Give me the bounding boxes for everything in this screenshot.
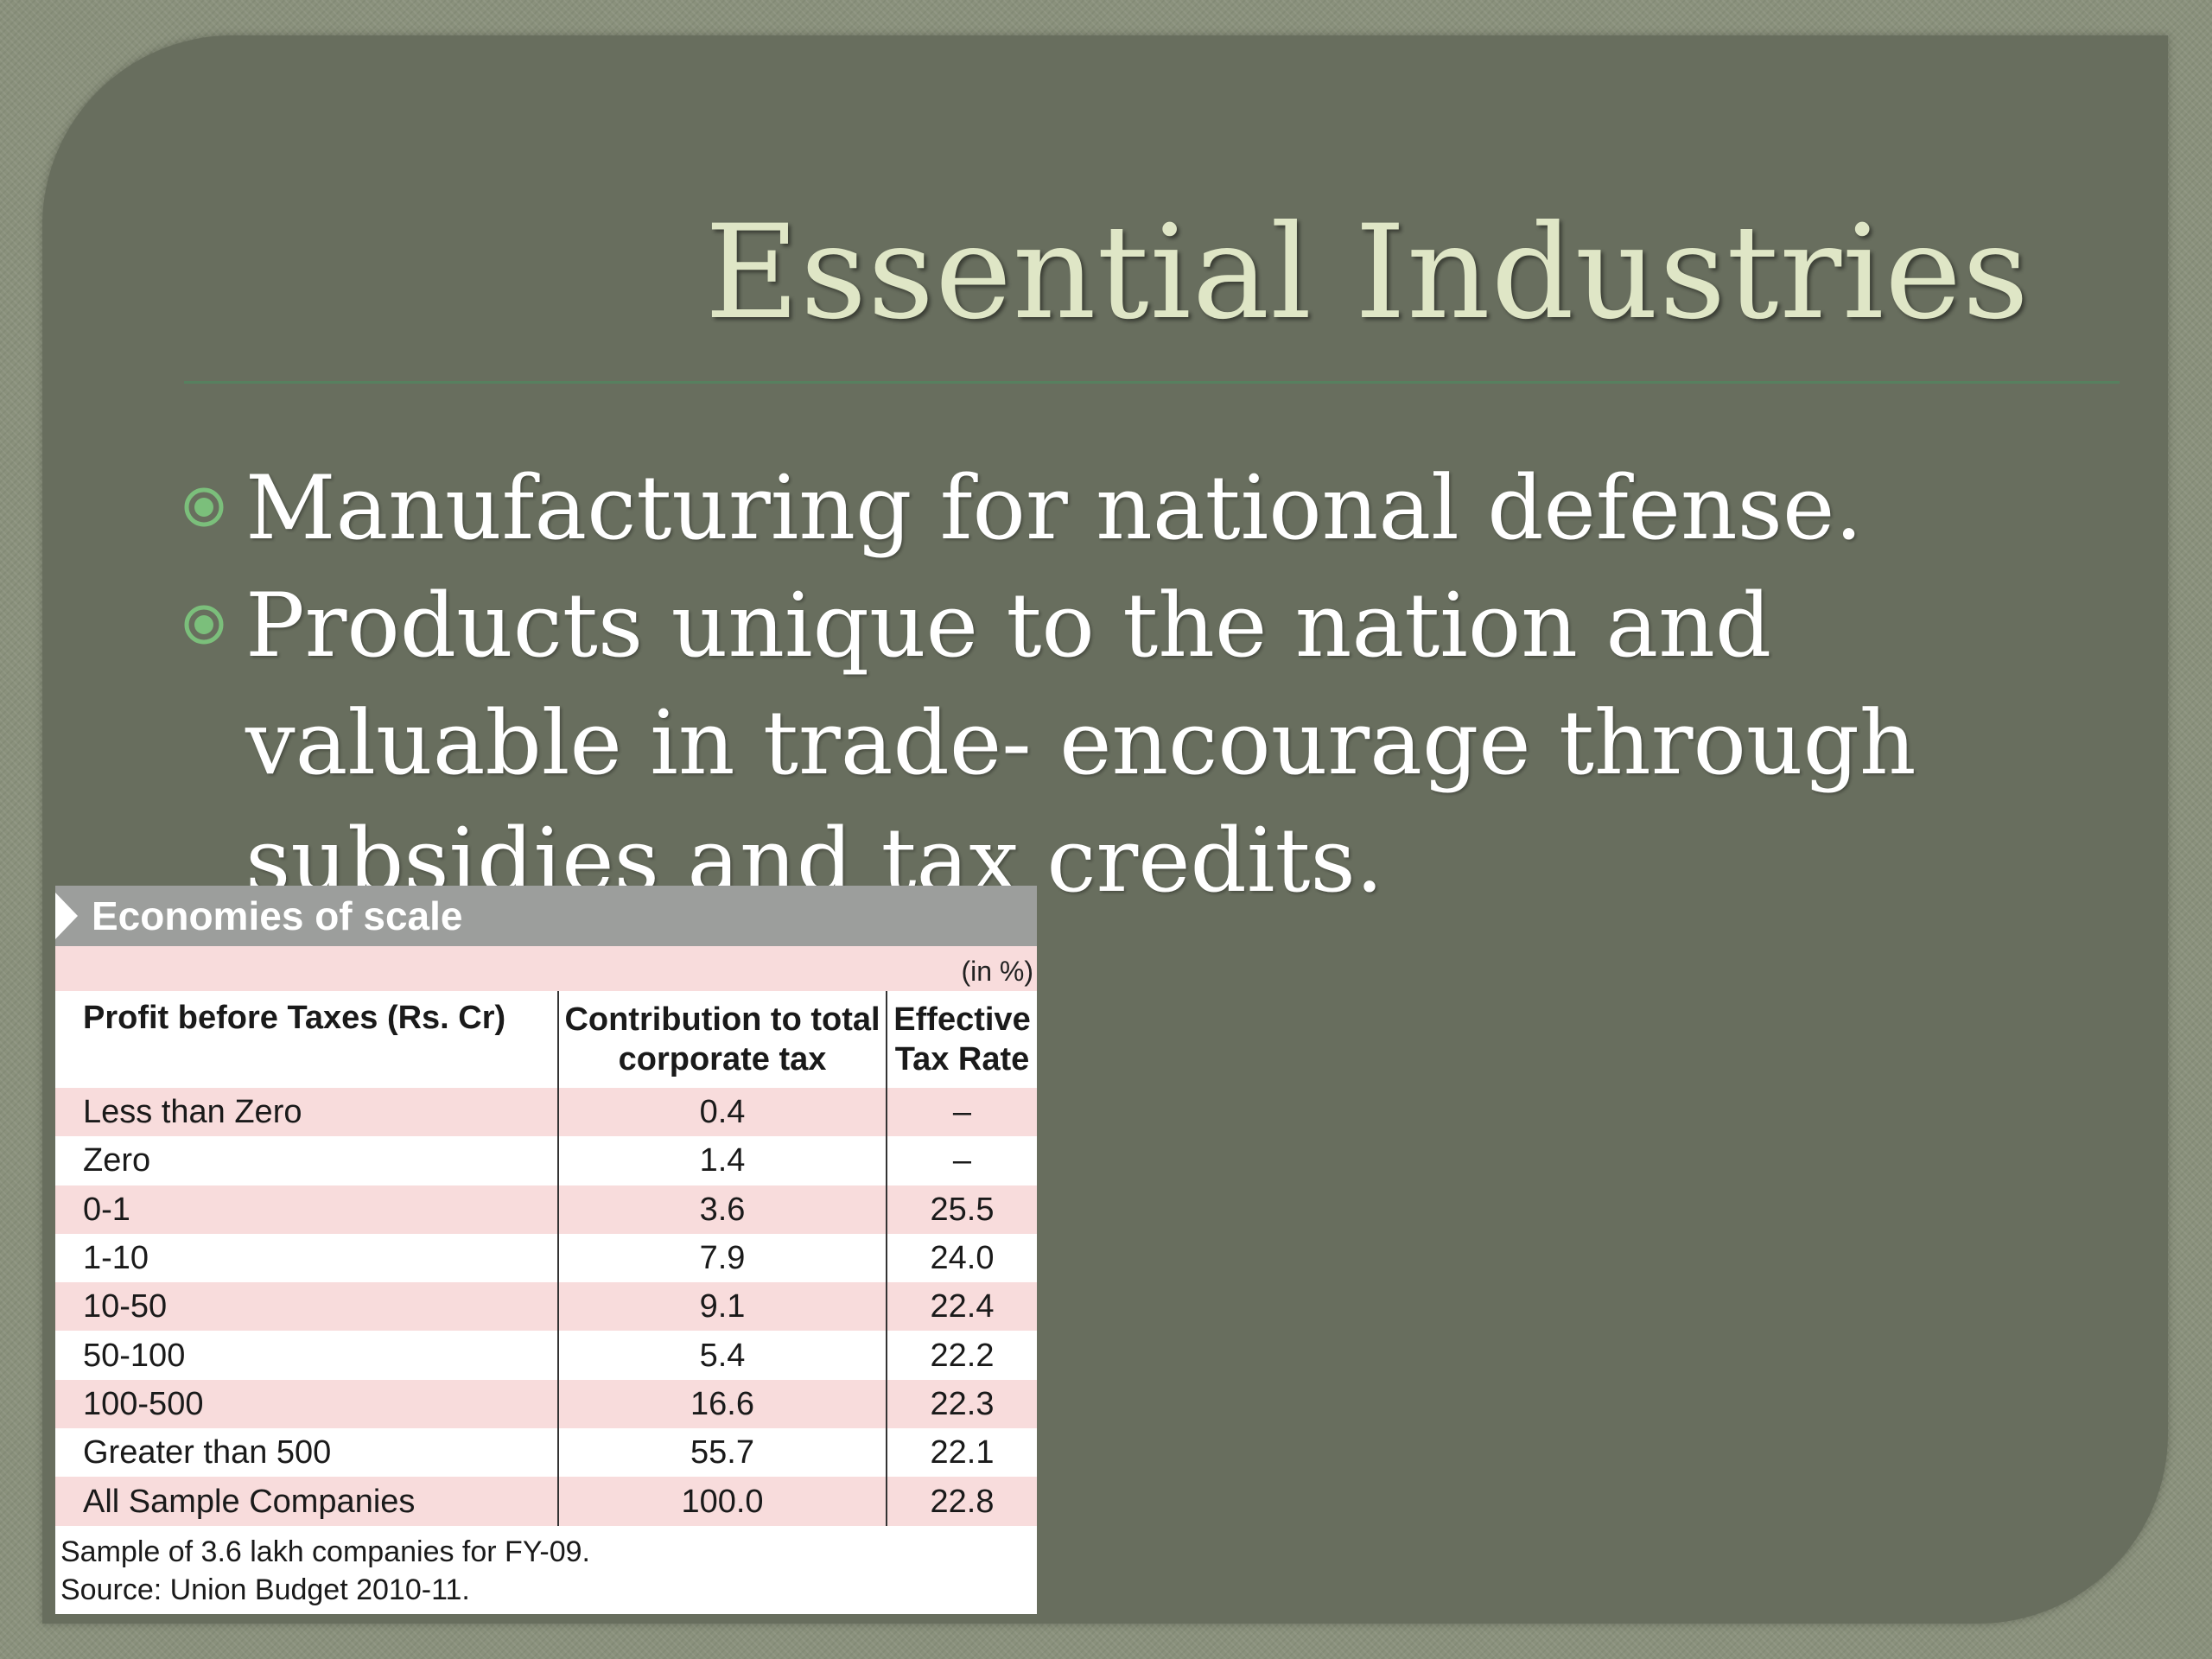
cell-rate: 22.8 [886, 1477, 1037, 1526]
cell-rate: – [886, 1136, 1037, 1185]
cell-rate: 22.1 [886, 1428, 1037, 1478]
circle-bullet-icon [184, 605, 224, 645]
unit-label: (in %) [55, 946, 1037, 991]
cell-range: 1-10 [83, 1240, 149, 1277]
cell-range: All Sample Companies [83, 1483, 416, 1520]
table-row: Zero 1.4 – [55, 1136, 1037, 1185]
column-header-rate: Effective Tax Rate [886, 991, 1037, 1088]
cell-range: 100-500 [83, 1385, 204, 1422]
cell-contribution: 3.6 [557, 1185, 887, 1234]
cell-rate: 25.5 [886, 1185, 1037, 1234]
column-header-contribution: Contribution to total corporate tax [557, 991, 887, 1088]
cell-range: 10-50 [83, 1288, 168, 1325]
title-divider [184, 381, 2120, 384]
circle-bullet-icon [184, 487, 224, 527]
cell-range: Zero [83, 1142, 151, 1179]
table-row: Less than Zero 0.4 – [55, 1088, 1037, 1137]
cell-contribution: 5.4 [557, 1331, 887, 1380]
cell-contribution: 55.7 [557, 1428, 887, 1478]
footnote-source: Source: Union Budget 2010-11. [60, 1573, 470, 1606]
cell-contribution: 9.1 [557, 1282, 887, 1332]
cell-range: Greater than 500 [83, 1434, 332, 1471]
cell-rate: 22.3 [886, 1379, 1037, 1429]
table-row: 100-500 16.6 22.3 [55, 1379, 1037, 1429]
cell-range: Less than Zero [83, 1094, 302, 1131]
bullet-item: Products unique to the nation and valuab… [176, 568, 2120, 920]
cell-contribution: 16.6 [557, 1379, 887, 1429]
table-header-row: Profit before Taxes (Rs. Cr) Contributio… [55, 991, 1037, 1088]
table-row: 0-1 3.6 25.5 [55, 1185, 1037, 1234]
cell-rate: 22.4 [886, 1282, 1037, 1332]
column-header-profit: Profit before Taxes (Rs. Cr) [83, 1000, 506, 1036]
bullet-list: Manufacturing for national defense. Prod… [176, 450, 2120, 920]
cell-contribution: 1.4 [557, 1136, 887, 1185]
arrow-right-icon [55, 893, 78, 939]
bullet-text: Products unique to the nation and valuab… [245, 575, 1916, 912]
economies-of-scale-table: Economies of scale (in %) Profit before … [55, 886, 1037, 1614]
table-row: 50-100 5.4 22.2 [55, 1331, 1037, 1380]
table-row: Greater than 500 55.7 22.1 [55, 1428, 1037, 1478]
bullet-item: Manufacturing for national defense. [176, 450, 2120, 568]
cell-range: 50-100 [83, 1337, 186, 1374]
table-footnotes: Sample of 3.6 lakh companies for FY-09. … [55, 1526, 1037, 1609]
bullet-text: Manufacturing for national defense. [245, 457, 1863, 560]
slide-title: Essential Industries [704, 198, 2030, 348]
cell-contribution: 0.4 [557, 1088, 887, 1137]
table-row: 1-10 7.9 24.0 [55, 1233, 1037, 1283]
cell-range: 0-1 [83, 1191, 130, 1228]
cell-rate: 24.0 [886, 1233, 1037, 1283]
data-table: Profit before Taxes (Rs. Cr) Contributio… [55, 991, 1037, 1526]
table-row: All Sample Companies 100.0 22.8 [55, 1477, 1037, 1526]
cell-contribution: 100.0 [557, 1477, 887, 1526]
table-title: Economies of scale [92, 893, 463, 938]
table-row: 10-50 9.1 22.4 [55, 1282, 1037, 1332]
footnote-sample: Sample of 3.6 lakh companies for FY-09. [60, 1535, 590, 1568]
table-header-bar: Economies of scale [55, 886, 1037, 946]
cell-rate: 22.2 [886, 1331, 1037, 1380]
cell-contribution: 7.9 [557, 1233, 887, 1283]
cell-rate: – [886, 1088, 1037, 1137]
